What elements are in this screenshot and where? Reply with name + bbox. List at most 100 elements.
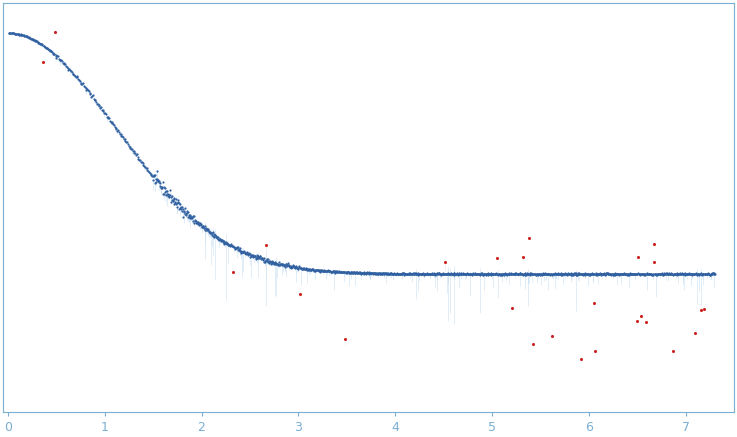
- Point: [54, 56, 66, 63]
- Point: [445, 271, 457, 278]
- Point: [489, 270, 501, 277]
- Point: [511, 270, 523, 277]
- Point: [587, 271, 599, 277]
- Point: [481, 270, 493, 277]
- Point: [490, 271, 502, 277]
- Point: [129, 149, 141, 156]
- Point: [187, 212, 199, 219]
- Point: [697, 270, 709, 277]
- Point: [364, 270, 376, 277]
- Point: [248, 252, 260, 259]
- Point: [596, 271, 608, 277]
- Point: [638, 271, 650, 278]
- Point: [535, 270, 547, 277]
- Point: [361, 269, 373, 276]
- Point: [527, 271, 539, 278]
- Point: [604, 271, 616, 278]
- Point: [517, 271, 529, 278]
- Point: [447, 271, 458, 278]
- Point: [269, 258, 281, 265]
- Point: [20, 33, 32, 40]
- Point: [472, 271, 483, 277]
- Point: [634, 271, 646, 278]
- Point: [31, 38, 43, 45]
- Point: [571, 271, 583, 278]
- Point: [4, 29, 15, 36]
- Point: [631, 271, 643, 277]
- Point: [673, 270, 685, 277]
- Point: [184, 212, 195, 218]
- Point: [107, 120, 119, 127]
- Point: [325, 269, 337, 276]
- Point: [626, 271, 638, 277]
- Point: [648, 271, 660, 277]
- Point: [663, 271, 675, 277]
- Point: [287, 264, 298, 271]
- Point: [611, 271, 623, 277]
- Point: [534, 271, 545, 277]
- Point: [478, 271, 490, 278]
- Point: [317, 267, 329, 274]
- Point: [224, 243, 236, 250]
- Point: [570, 271, 582, 278]
- Point: [288, 264, 300, 271]
- Point: [413, 271, 425, 277]
- Point: [147, 172, 158, 179]
- Point: [260, 256, 272, 263]
- Point: [646, 271, 657, 278]
- Point: [328, 268, 340, 275]
- Point: [140, 164, 152, 171]
- Point: [704, 271, 716, 278]
- Point: [497, 271, 509, 277]
- Point: [110, 124, 122, 131]
- Point: [653, 271, 665, 278]
- Point: [624, 270, 635, 277]
- Point: [588, 271, 600, 277]
- Point: [331, 269, 343, 276]
- Point: [462, 271, 474, 277]
- Point: [621, 271, 633, 278]
- Point: [607, 270, 619, 277]
- Point: [342, 268, 354, 275]
- Point: [366, 270, 377, 277]
- Point: [164, 187, 175, 194]
- Point: [324, 268, 335, 275]
- Point: [669, 271, 681, 277]
- Point: [579, 270, 590, 277]
- Point: [40, 44, 52, 51]
- Point: [346, 268, 358, 275]
- Point: [535, 271, 547, 278]
- Point: [430, 271, 442, 277]
- Point: [212, 233, 224, 240]
- Point: [117, 133, 129, 140]
- Point: [620, 271, 632, 277]
- Point: [380, 270, 392, 277]
- Point: [190, 217, 202, 224]
- Point: [399, 271, 411, 277]
- Point: [39, 43, 51, 50]
- Point: [578, 271, 590, 278]
- Point: [576, 355, 587, 362]
- Point: [534, 271, 545, 277]
- Point: [163, 194, 175, 201]
- Point: [361, 269, 373, 276]
- Point: [251, 255, 263, 262]
- Point: [556, 271, 568, 278]
- Point: [557, 271, 569, 277]
- Point: [353, 269, 365, 276]
- Point: [127, 147, 139, 154]
- Point: [593, 270, 604, 277]
- Point: [161, 188, 173, 195]
- Point: [531, 271, 543, 278]
- Point: [482, 270, 494, 277]
- Point: [207, 232, 219, 239]
- Point: [381, 270, 393, 277]
- Point: [170, 201, 182, 208]
- Point: [700, 271, 712, 278]
- Point: [676, 270, 688, 277]
- Point: [423, 271, 435, 277]
- Point: [472, 271, 484, 277]
- Point: [128, 149, 140, 156]
- Point: [253, 254, 265, 261]
- Point: [447, 271, 459, 277]
